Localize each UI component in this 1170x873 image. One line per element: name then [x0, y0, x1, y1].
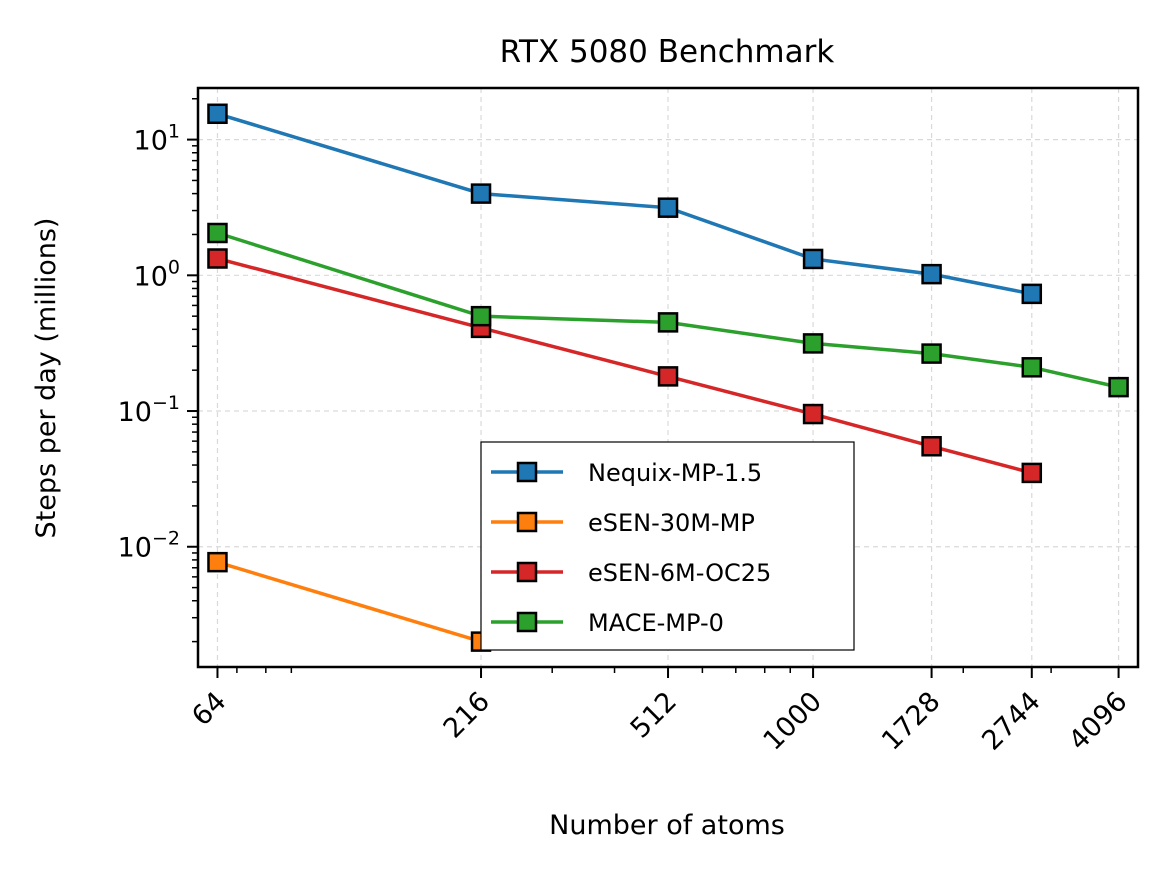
data-point	[657, 366, 679, 387]
data-point	[470, 305, 492, 327]
chart-title: RTX 5080 Benchmark	[500, 34, 835, 70]
y-tick-label: 10−1	[118, 392, 180, 428]
legend-label: eSEN-30M-MP	[588, 509, 755, 537]
legend-marker	[516, 461, 538, 483]
x-tick-label: 1000	[758, 686, 829, 757]
series-line	[216, 560, 482, 644]
y-axis: 10−2 10−1 100 101	[118, 97, 198, 643]
data-point	[1021, 283, 1043, 305]
data-point	[470, 183, 492, 204]
data-point	[207, 551, 228, 573]
legend-label: eSEN-6M-OC25	[588, 559, 771, 587]
legend-box	[480, 441, 855, 651]
legend-marker	[516, 511, 538, 533]
data-point	[1021, 462, 1043, 484]
x-tick-label: 512	[625, 686, 683, 744]
series-line	[216, 112, 1033, 296]
x-axis: 64 216 512 1000 1728 2744 4096	[186, 667, 1134, 757]
y-axis-title: Steps per day (millions)	[31, 218, 62, 539]
data-point	[657, 312, 679, 333]
data-point	[1108, 376, 1129, 398]
data-point	[802, 333, 824, 354]
data-point	[207, 103, 228, 125]
data-point	[657, 197, 679, 218]
data-point	[921, 263, 942, 285]
data-point	[802, 403, 824, 425]
legend: Nequix-MP-1.5 eSEN-30M-MP eSEN-6M-OC25 MACE…	[480, 441, 855, 651]
series-layer	[207, 103, 1129, 652]
x-axis-title: Number of atoms	[549, 810, 785, 841]
x-tick-label: 4096	[1063, 686, 1134, 757]
x-tick-label: 2744	[976, 686, 1047, 757]
legend-label: MACE-MP-0	[588, 609, 724, 637]
legend-marker	[516, 611, 538, 633]
data-point	[207, 222, 228, 244]
x-tick-label: 64	[186, 686, 232, 732]
data-point	[921, 343, 942, 364]
x-tick-label: 1728	[876, 686, 947, 757]
x-tick-label: 216	[438, 686, 496, 744]
series-line	[216, 231, 1119, 389]
legend-marker	[516, 561, 538, 583]
data-point	[802, 248, 824, 270]
data-point	[1021, 357, 1043, 378]
y-tick-label: 10−2	[118, 528, 180, 564]
legend-label: Nequix-MP-1.5	[588, 459, 762, 487]
series-line	[217, 256, 1033, 475]
data-point	[921, 436, 942, 457]
y-tick-label: 101	[134, 121, 180, 157]
y-tick-label: 100	[134, 256, 180, 292]
data-point	[207, 248, 228, 269]
